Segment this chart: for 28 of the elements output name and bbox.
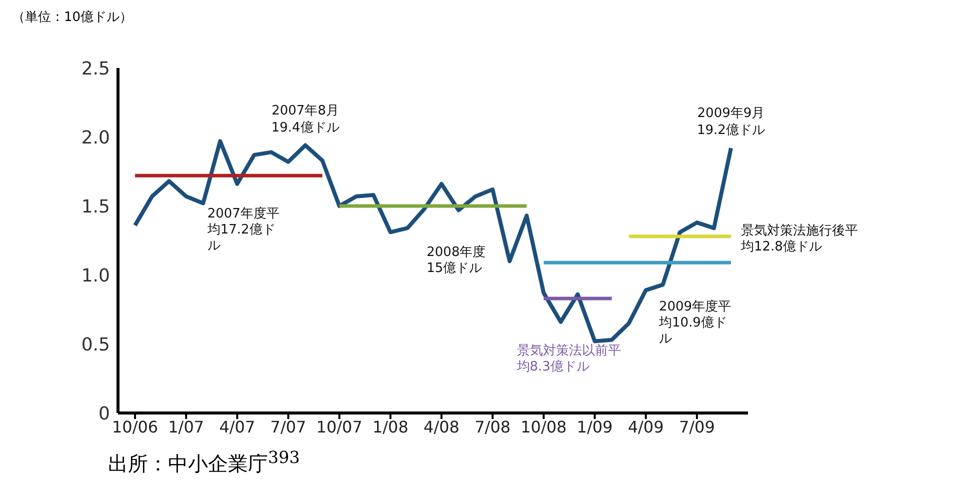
line-series xyxy=(133,139,733,344)
x-tick-label: 10/06 xyxy=(112,417,158,436)
x-tick-label: 10/08 xyxy=(520,417,567,436)
x-tick-label: 1/08 xyxy=(372,417,408,436)
x-tick-label: 7/08 xyxy=(474,417,511,436)
x-tick-label: 4/07 xyxy=(219,417,256,436)
x-tick-label: 4/09 xyxy=(628,417,664,436)
series-label: 景気対策法施行後平均12.8億ドル xyxy=(740,222,858,254)
y-tick-label: 2.0 xyxy=(81,127,110,148)
text: 2007年度平均17.2億ドル xyxy=(206,206,280,254)
text: 2008年度15億ドル xyxy=(426,244,486,276)
y-tick-label: 1.5 xyxy=(81,196,110,218)
y-tick-label: 0 xyxy=(98,403,110,424)
x-tick-label: 7/09 xyxy=(678,417,715,436)
x-tick-label: 4/08 xyxy=(424,417,460,436)
x-tick-label: 1/07 xyxy=(168,417,204,436)
y-axis-title: （単位：10億ドル） xyxy=(11,9,134,27)
x-tick-label: 10/07 xyxy=(316,417,362,436)
annotation: 2009年9月 19.2億ドル xyxy=(696,106,765,138)
y-tick-label: 2.5 xyxy=(81,58,110,80)
x-tick-label: 7/07 xyxy=(270,417,306,436)
text: 出所：中小企業庁$^{393}$ xyxy=(107,448,301,478)
text: 2009年度平均10.9億ドル xyxy=(658,298,732,347)
text: 景気対策法以前平均8.3億ドル xyxy=(516,342,621,374)
x-tick-label: 1/09 xyxy=(576,417,613,436)
y-tick-label: 1.0 xyxy=(81,265,110,286)
y-tick-label: 0.5 xyxy=(81,334,110,356)
annotation: 2007年8月 19.4億ドル xyxy=(271,103,340,136)
